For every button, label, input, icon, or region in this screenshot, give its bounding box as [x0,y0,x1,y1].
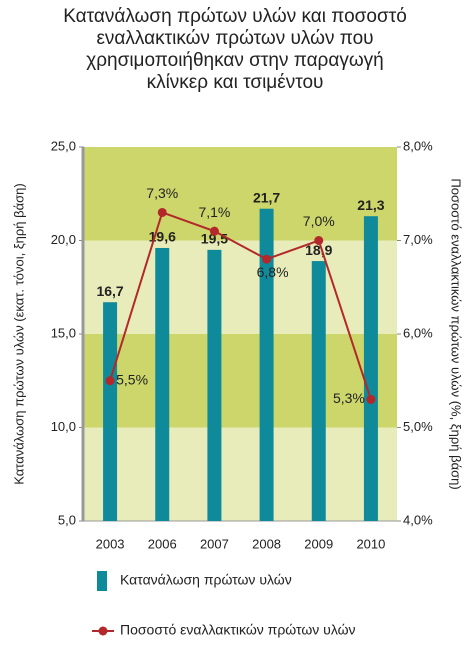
bar [259,208,274,521]
bar-value-label: 16,7 [96,283,123,299]
y-tick-label: 25,0 [51,138,76,153]
bar [207,249,222,521]
line-marker [366,394,376,404]
line-value-label: 7,1% [198,204,230,220]
y-tick-label: 15,0 [51,325,76,340]
background-band [84,334,397,428]
bar-value-label: 18,9 [305,242,332,258]
x-tick-label: 2009 [304,536,333,551]
x-tick-label: 2003 [96,536,125,551]
line-value-label: 5,3% [333,390,365,406]
bar [363,216,378,521]
bar [103,302,118,521]
chart-title: Κατανάλωση πρώτων υλών και ποσοστό εναλλ… [63,6,407,93]
legend-swatch [98,626,108,636]
bar-value-label: 21,7 [253,189,280,205]
legend-swatch [97,571,107,591]
y-tick-label: 10,0 [51,419,76,434]
y-tick-label: 20,0 [51,232,76,247]
y2-tick-label: 5,0% [403,419,433,434]
y-tick-label: 5,0 [58,512,76,527]
y2-tick-label: 8,0% [403,138,433,153]
y-axis-label: Κατανάλωση πρώτων υλών (εκατ. τόνοι, ξηρ… [11,183,26,484]
bar [311,261,326,521]
line-value-label: 6,8% [257,264,289,280]
y2-axis-label: Ποσοστό εναλλακτικών πρώτων υλών (%, ξηρ… [449,178,464,489]
background-band [84,427,397,521]
x-tick-label: 2008 [252,536,281,551]
line-marker [157,207,167,217]
y2-tick-label: 4,0% [403,512,433,527]
background-band [84,240,397,334]
legend-label: Ποσοστό εναλλακτικών πρώτων υλών [120,622,356,638]
line-marker [105,376,115,386]
y2-tick-label: 6,0% [403,325,433,340]
x-tick-label: 2007 [200,536,229,551]
line-value-label: 7,0% [303,213,335,229]
y2-tick-label: 7,0% [403,232,433,247]
legend-label: Κατανάλωση πρώτων υλών [120,572,292,588]
line-value-label: 7,3% [146,185,178,201]
x-tick-label: 2010 [356,536,385,551]
line-marker [209,226,219,236]
background-band [84,147,397,241]
line-value-label: 5,5% [116,371,148,387]
line-marker [314,236,324,245]
line-marker [262,254,272,264]
line [109,211,372,400]
bar-value-label: 21,3 [357,197,384,213]
x-tick-label: 2006 [148,536,177,551]
bar [155,247,170,522]
